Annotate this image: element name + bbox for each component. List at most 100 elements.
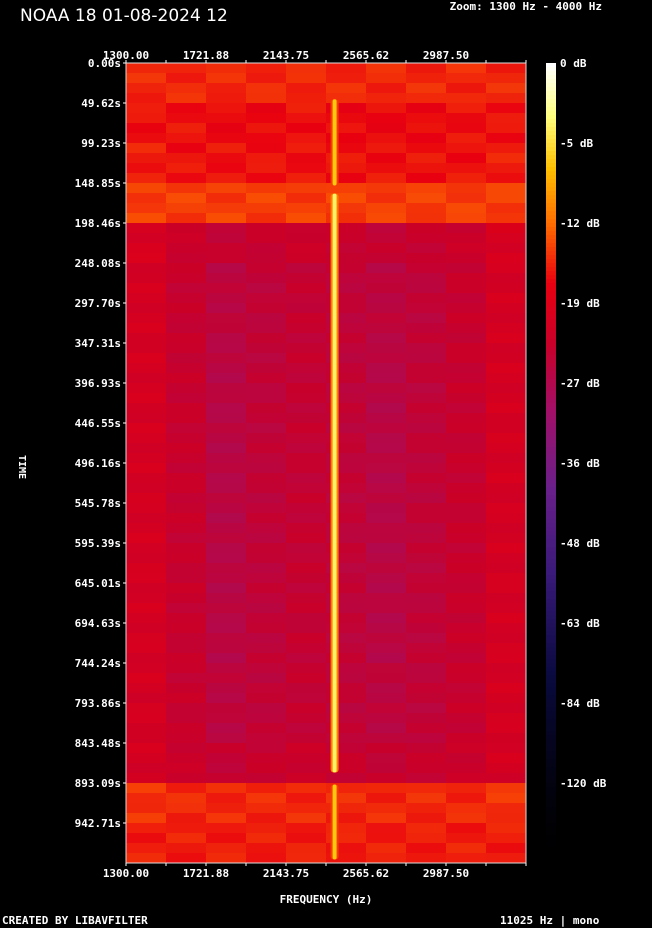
heatmap-cell: [326, 403, 367, 414]
heatmap-cell: [486, 683, 527, 694]
heatmap-cell: [166, 83, 207, 94]
heatmap-cell: [166, 853, 207, 864]
heatmap-cell: [486, 393, 527, 404]
heatmap-cell: [366, 543, 407, 554]
heatmap-cell: [366, 473, 407, 484]
colorbar-segment: [546, 475, 556, 480]
colorbar-segment: [546, 307, 556, 312]
heatmap-cell: [486, 423, 527, 434]
y-tick-label: 198.46s: [75, 217, 121, 230]
heatmap-cell: [406, 753, 447, 764]
heatmap-cell: [206, 683, 247, 694]
heatmap-cell: [246, 343, 287, 354]
colorbar-segment: [546, 715, 556, 720]
heatmap-cell: [486, 343, 527, 354]
colorbar-segment: [546, 235, 556, 240]
colorbar-segment: [546, 147, 556, 152]
heatmap-cell: [246, 63, 287, 74]
colorbar-segment: [546, 687, 556, 692]
heatmap-cell: [286, 273, 327, 284]
heatmap-cell: [326, 253, 367, 264]
heatmap-cell: [246, 263, 287, 274]
y-tick-label: 744.24s: [75, 657, 121, 670]
colorbar-segment: [546, 511, 556, 516]
heatmap-cell: [126, 103, 167, 114]
heatmap-cell: [126, 433, 167, 444]
heatmap-cell: [206, 393, 247, 404]
heatmap-cell: [486, 223, 527, 234]
heatmap-cell: [326, 173, 367, 184]
heatmap-cell: [446, 773, 487, 784]
heatmap-cell: [246, 93, 287, 104]
heatmap-cell: [166, 133, 207, 144]
heatmap-cell: [246, 323, 287, 334]
heatmap-cell: [406, 123, 447, 134]
heatmap-cell: [126, 563, 167, 574]
colorbar-segment: [546, 551, 556, 556]
heatmap-cell: [366, 613, 407, 624]
heatmap-cell: [206, 813, 247, 824]
heatmap-cell: [286, 343, 327, 354]
colorbar-segment: [546, 343, 556, 348]
heatmap-cell: [126, 93, 167, 104]
heatmap-cell: [126, 623, 167, 634]
heatmap-cell: [486, 783, 527, 794]
colorbar-segment: [546, 395, 556, 400]
heatmap-cell: [366, 343, 407, 354]
colorbar-segment: [546, 671, 556, 676]
heatmap-cell: [366, 813, 407, 824]
heatmap-cell: [486, 83, 527, 94]
colorbar-segment: [546, 847, 556, 852]
heatmap-cell: [286, 753, 327, 764]
colorbar-segment: [546, 579, 556, 584]
heatmap-cell: [206, 483, 247, 494]
colorbar-segment: [546, 523, 556, 528]
heatmap-cell: [406, 573, 447, 584]
colorbar-segment: [546, 107, 556, 112]
colorbar-segment: [546, 83, 556, 88]
colorbar-segment: [546, 255, 556, 260]
heatmap-cell: [166, 533, 207, 544]
heatmap-cell: [486, 373, 527, 384]
heatmap-cell: [206, 473, 247, 484]
heatmap-cell: [486, 173, 527, 184]
heatmap-cell: [446, 293, 487, 304]
colorbar-segment: [546, 751, 556, 756]
heatmap-cell: [286, 133, 327, 144]
carrier-signal: [332, 784, 337, 860]
heatmap-cell: [406, 143, 447, 154]
heatmap-cell: [486, 713, 527, 724]
heatmap-cell: [446, 573, 487, 584]
heatmap-cell: [246, 773, 287, 784]
heatmap-cell: [486, 693, 527, 704]
heatmap-cell: [206, 263, 247, 274]
heatmap-cell: [286, 673, 327, 684]
heatmap-cell: [166, 813, 207, 824]
y-tick-label: 843.48s: [75, 737, 121, 750]
heatmap-cell: [206, 453, 247, 464]
colorbar-segment: [546, 535, 556, 540]
heatmap-cell: [366, 793, 407, 804]
heatmap-cell: [126, 473, 167, 484]
heatmap-cell: [166, 193, 207, 204]
heatmap-cell: [486, 653, 527, 664]
heatmap-cell: [406, 333, 447, 344]
colorbar-segment: [546, 183, 556, 188]
heatmap-cell: [246, 733, 287, 744]
heatmap-cell: [166, 283, 207, 294]
colorbar-segment: [546, 323, 556, 328]
heatmap-cell: [366, 693, 407, 704]
heatmap-cell: [126, 543, 167, 554]
heatmap-cell: [366, 853, 407, 864]
colorbar-segment: [546, 627, 556, 632]
heatmap-cell: [446, 143, 487, 154]
heatmap-cell: [326, 843, 367, 854]
heatmap-cell: [166, 433, 207, 444]
colorbar-segment: [546, 215, 556, 220]
heatmap-cell: [166, 403, 207, 414]
heatmap-cell: [286, 403, 327, 414]
colorbar-segment: [546, 719, 556, 724]
colorbar-segment: [546, 247, 556, 252]
heatmap-cell: [166, 303, 207, 314]
heatmap-cell: [166, 663, 207, 674]
